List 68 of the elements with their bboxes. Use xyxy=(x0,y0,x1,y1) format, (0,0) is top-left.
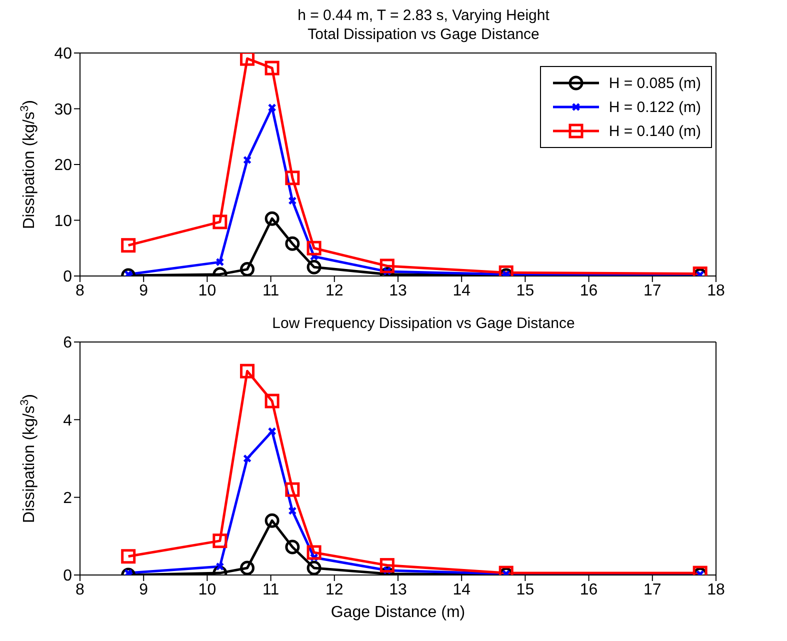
y-tick-label: 0 xyxy=(63,568,72,585)
x-tick-label: 18 xyxy=(707,282,725,300)
point xyxy=(288,196,297,205)
x-axis-title: Gage Distance (m) xyxy=(330,604,466,621)
point xyxy=(240,262,255,276)
point xyxy=(240,560,255,575)
x-tick-label: 14 xyxy=(452,581,471,598)
y-tick-label: 10 xyxy=(54,212,72,230)
point xyxy=(212,534,228,548)
point xyxy=(306,545,322,560)
x-tick-label: 15 xyxy=(516,282,534,300)
point xyxy=(268,427,276,436)
point xyxy=(264,211,280,226)
y-tick-label: 4 xyxy=(63,412,72,430)
point xyxy=(121,238,136,253)
point xyxy=(285,170,300,186)
x-tick-label: 10 xyxy=(198,581,216,598)
y-tick-label: 30 xyxy=(54,101,72,118)
x-tick-label: 14 xyxy=(452,282,471,300)
point xyxy=(243,156,252,164)
point xyxy=(216,562,224,571)
y-tick-label: 0 xyxy=(63,268,72,286)
x-tick-label: 15 xyxy=(516,581,534,598)
point xyxy=(240,53,255,66)
legend-label: H = 0.122 (m) xyxy=(608,98,701,116)
point xyxy=(306,240,322,256)
chart-title: h = 0.44 m, T = 2.83 s, Varying Height xyxy=(296,6,550,25)
y-tick-label: 40 xyxy=(54,46,72,63)
point xyxy=(306,260,322,274)
x-tick-label: 9 xyxy=(139,581,148,598)
x-tick-label: 8 xyxy=(76,581,85,598)
point xyxy=(285,236,300,251)
x-tick-label: 8 xyxy=(76,282,85,300)
x-tick-label: 11 xyxy=(262,282,280,300)
point xyxy=(264,394,280,408)
point xyxy=(285,482,300,497)
x-tick-label: 17 xyxy=(644,581,662,598)
point xyxy=(121,549,136,564)
x-tick-label: 13 xyxy=(389,282,407,300)
x-tick-label: 16 xyxy=(580,581,598,598)
x-tick-label: 12 xyxy=(326,581,344,598)
x-tick-label: 17 xyxy=(644,282,662,300)
point xyxy=(268,103,276,112)
x-tick-label: 13 xyxy=(389,581,407,598)
x-tick-label: 10 xyxy=(198,282,216,300)
point xyxy=(243,454,252,463)
x-tick-label: 16 xyxy=(580,282,598,300)
chart-title: Low Frequency Dissipation vs Gage Distance xyxy=(271,314,576,333)
point xyxy=(212,214,228,230)
x-tick-label: 11 xyxy=(262,581,280,598)
point xyxy=(380,258,394,274)
x-tick-label: 9 xyxy=(139,282,148,300)
x-tick-label: 18 xyxy=(707,581,725,598)
point xyxy=(264,60,280,76)
legend-label: H = 0.085 (m) xyxy=(608,74,701,92)
y-tick-label: 6 xyxy=(63,334,72,352)
x-tick-label: 12 xyxy=(326,282,344,300)
legend-label: H = 0.140 (m) xyxy=(608,122,701,140)
point xyxy=(285,540,300,554)
y-tick-label: 20 xyxy=(54,157,72,174)
chart-subtitle: Total Dissipation vs Gage Distance xyxy=(306,25,540,44)
point xyxy=(240,364,255,378)
y-tick-label: 2 xyxy=(63,490,72,508)
point xyxy=(264,513,280,528)
point xyxy=(306,560,322,575)
point xyxy=(380,558,394,573)
point xyxy=(216,258,224,266)
point xyxy=(288,506,297,516)
